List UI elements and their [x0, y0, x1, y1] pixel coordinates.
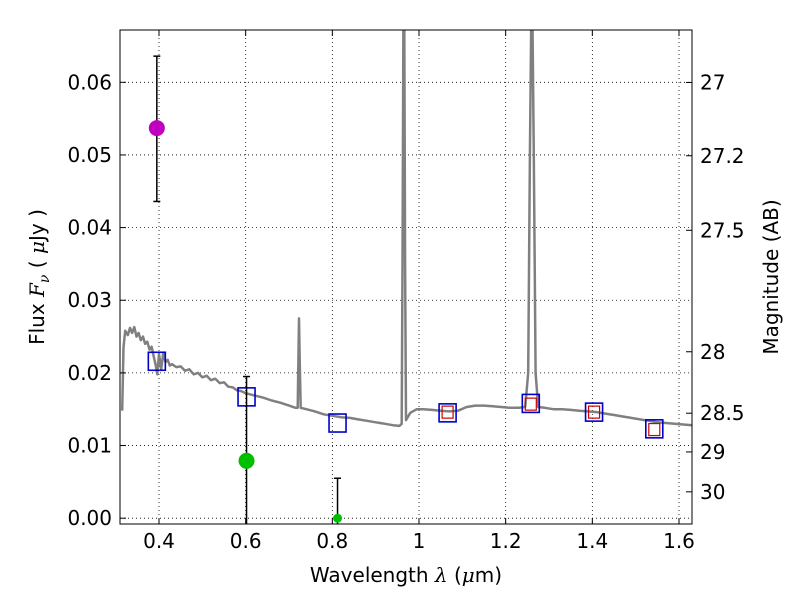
y-title-unit: Jy )	[25, 209, 49, 243]
y-tick-label: 0.02	[67, 361, 112, 385]
magnitude-tick-label: 27.5	[700, 218, 745, 242]
y-tick-label: 0.05	[67, 143, 112, 167]
model-photometry-box	[521, 393, 541, 414]
y-tick-label: 0.01	[67, 434, 112, 458]
x-title-lambda: λ	[434, 563, 448, 587]
magnitude-tick-label: 27.2	[700, 144, 745, 168]
model-photometry-box	[438, 403, 457, 423]
x-axis-title: Wavelength λ (μm)	[310, 563, 502, 587]
magnitude-tick-label: 30	[700, 480, 725, 504]
measurement-point	[333, 513, 343, 523]
y-title-text: Flux	[25, 297, 49, 345]
y-title-paren: (	[25, 254, 49, 275]
right-axis-title-group: Magnitude (AB)	[759, 199, 783, 354]
y-title-F: F	[25, 282, 49, 298]
grid-lines	[120, 30, 692, 524]
magnitude-tick-label: 28.5	[700, 401, 745, 425]
x-title-unit-end: m)	[475, 563, 502, 587]
plot-border	[119, 29, 693, 525]
x-tick-label: 1.2	[490, 529, 522, 553]
y-axis-title: Flux Fν ( μJy )	[25, 209, 53, 345]
x-axis-ticks: 0.4 0.6 0.8 1 1.2 1.4 1.6	[143, 30, 695, 553]
x-tick-label: 1.6	[663, 529, 695, 553]
x-title-unit: (	[448, 563, 462, 587]
model-sed-line	[120, 30, 692, 428]
magnitude-axis-ticks: 27 27.2 27.5 28 28.5 29 30	[686, 70, 745, 504]
model-photometry-box	[328, 413, 347, 433]
observed-photometry-box	[441, 405, 454, 419]
measurement-point	[148, 120, 165, 137]
y-axis-title-group: Flux Fν ( μJy )	[25, 209, 53, 345]
x-title-text: Wavelength	[310, 563, 435, 587]
measurement-point	[238, 452, 255, 469]
x-tick-label: 0.8	[316, 529, 348, 553]
x-tick-label: 1	[413, 529, 426, 553]
x-tick-label: 1.4	[576, 529, 608, 553]
x-title-mu: μ	[462, 563, 475, 587]
magnitude-tick-label: 27	[700, 70, 725, 94]
clipped-series	[120, 30, 692, 524]
magnitude-tick-label: 29	[700, 440, 725, 464]
y-tick-label: 0.00	[67, 506, 112, 530]
y-tick-label: 0.03	[67, 288, 112, 312]
y-title-nu: ν	[37, 274, 53, 283]
observed-photometry-box	[587, 405, 601, 419]
magnitude-tick-label: 28	[700, 340, 725, 364]
model-photometry-box	[584, 402, 604, 422]
x-tick-label: 0.6	[230, 529, 262, 553]
y-title-mu: μ	[25, 241, 49, 254]
plot-border-group	[119, 29, 693, 525]
y-tick-label: 0.06	[67, 70, 112, 94]
right-axis-title: Magnitude (AB)	[759, 199, 783, 354]
observed-photometry-box	[524, 397, 537, 411]
model-photometry-box	[644, 419, 664, 439]
observed-photometry-box	[648, 422, 661, 437]
x-tick-label: 0.4	[143, 529, 175, 553]
y-axis-ticks: 0.00 0.01 0.02 0.03 0.04 0.05 0.06	[67, 70, 126, 530]
model-photometry-box	[147, 351, 167, 372]
y-tick-label: 0.04	[67, 216, 112, 240]
data-series	[120, 30, 692, 524]
